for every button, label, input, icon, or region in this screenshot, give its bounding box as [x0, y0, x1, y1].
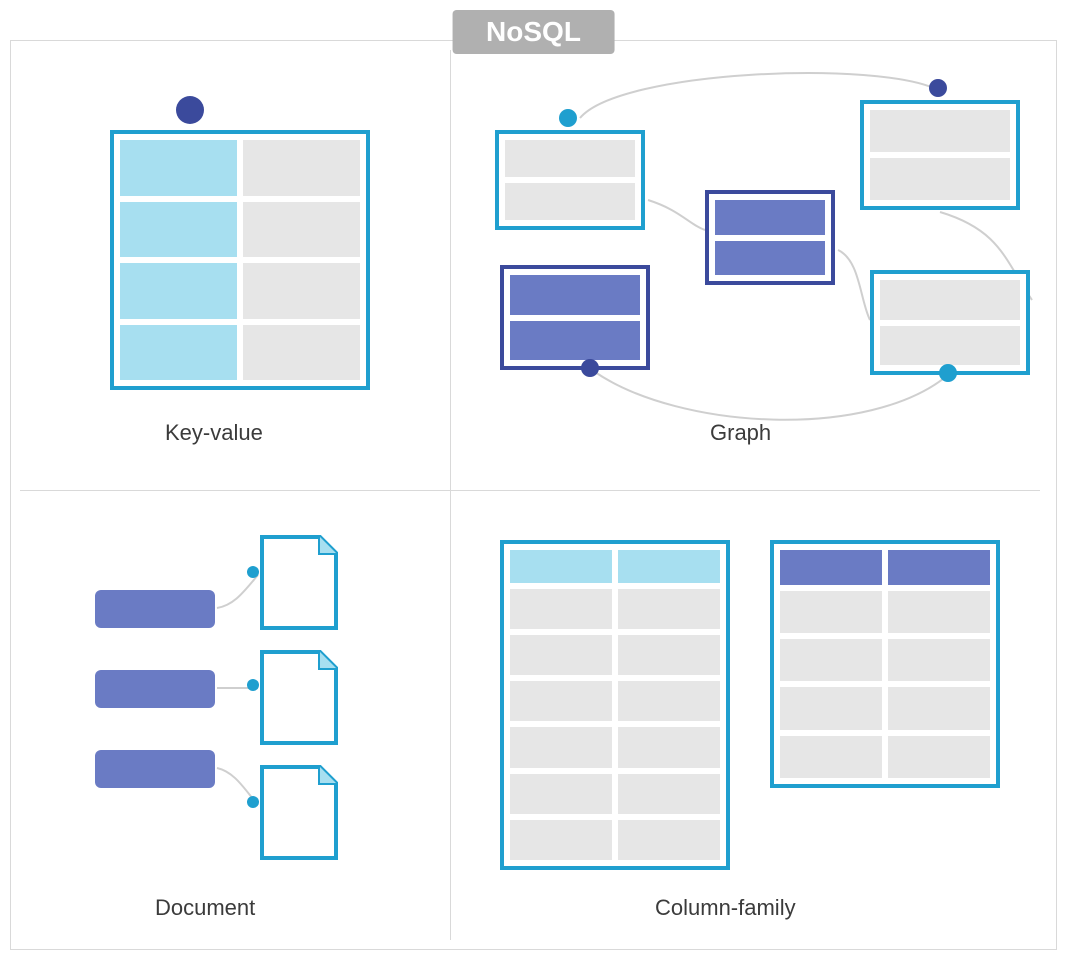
label-key-value: Key-value — [165, 420, 263, 446]
horizontal-divider — [20, 490, 1040, 491]
kv-value-cell — [243, 263, 360, 319]
graph-node — [500, 265, 650, 370]
doc-key-pill — [95, 590, 215, 628]
cf-body-row — [780, 736, 990, 778]
kv-key-cell — [120, 325, 237, 381]
cf-body-cell — [510, 727, 612, 767]
cf-body-cell — [780, 639, 882, 681]
cf-body-cell — [888, 687, 990, 729]
cf-body-cell — [510, 635, 612, 675]
vertical-divider — [450, 50, 451, 940]
doc-link-dot — [247, 566, 259, 578]
cf-header-cell — [510, 550, 612, 583]
cf-header-cell — [780, 550, 882, 585]
cf-body-row — [780, 687, 990, 729]
kv-key-cell — [120, 140, 237, 196]
kv-key-cell — [120, 263, 237, 319]
cf-body-cell — [618, 681, 720, 721]
kv-row — [120, 325, 360, 381]
graph-node-row — [880, 326, 1020, 366]
graph-node — [495, 130, 645, 230]
kv-row — [120, 263, 360, 319]
cf-body-cell — [888, 736, 990, 778]
cf-header-cell — [888, 550, 990, 585]
graph-node — [870, 270, 1030, 375]
cf-body-cell — [618, 727, 720, 767]
doc-key-pill — [95, 750, 215, 788]
kv-value-cell — [243, 325, 360, 381]
cf-body-cell — [510, 589, 612, 629]
label-graph: Graph — [710, 420, 771, 446]
document-icon — [260, 535, 338, 630]
cf-body-cell — [888, 639, 990, 681]
cf-header-row — [510, 550, 720, 583]
graph-node-row — [880, 280, 1020, 320]
document-icon — [260, 650, 338, 745]
kv-handle-dot — [176, 96, 204, 124]
kv-key-cell — [120, 202, 237, 258]
graph-node-row — [870, 158, 1010, 200]
graph-node-row — [505, 183, 635, 220]
graph-node-row — [510, 275, 640, 315]
column-family-table — [500, 540, 730, 870]
cf-body-row — [510, 589, 720, 629]
graph-node — [705, 190, 835, 285]
kv-table — [110, 130, 370, 390]
doc-key-pill — [95, 670, 215, 708]
cf-body-cell — [888, 591, 990, 633]
graph-node-dot — [581, 359, 599, 377]
cf-body-cell — [780, 591, 882, 633]
cf-body-cell — [618, 774, 720, 814]
label-column-family: Column-family — [655, 895, 796, 921]
kv-value-cell — [243, 140, 360, 196]
graph-node-dot — [559, 109, 577, 127]
cf-body-row — [510, 727, 720, 767]
cf-header-row — [780, 550, 990, 585]
cf-body-cell — [510, 820, 612, 860]
graph-node-dot — [939, 364, 957, 382]
cf-body-row — [510, 820, 720, 860]
doc-link-dot — [247, 796, 259, 808]
cf-body-row — [780, 591, 990, 633]
kv-row — [120, 202, 360, 258]
graph-node-row — [715, 200, 825, 235]
cf-body-cell — [510, 774, 612, 814]
cf-body-row — [510, 774, 720, 814]
title-text: NoSQL — [486, 16, 581, 47]
cf-body-row — [510, 681, 720, 721]
graph-node-row — [715, 241, 825, 276]
doc-link-dot — [247, 679, 259, 691]
document-shape — [260, 535, 338, 630]
document-shape — [260, 650, 338, 745]
cf-body-cell — [618, 820, 720, 860]
kv-value-cell — [243, 202, 360, 258]
cf-body-row — [780, 639, 990, 681]
document-icon — [260, 765, 338, 860]
document-shape — [260, 765, 338, 860]
kv-row — [120, 140, 360, 196]
graph-node-row — [505, 140, 635, 177]
cf-body-cell — [618, 635, 720, 675]
column-family-table — [770, 540, 1000, 788]
title-badge: NoSQL — [452, 10, 615, 54]
graph-node-dot — [929, 79, 947, 97]
graph-node — [860, 100, 1020, 210]
cf-body-cell — [780, 687, 882, 729]
cf-body-cell — [618, 589, 720, 629]
graph-node-row — [870, 110, 1010, 152]
cf-header-cell — [618, 550, 720, 583]
cf-body-cell — [510, 681, 612, 721]
cf-body-cell — [780, 736, 882, 778]
label-document: Document — [155, 895, 255, 921]
cf-body-row — [510, 635, 720, 675]
graph-node-row — [510, 321, 640, 361]
